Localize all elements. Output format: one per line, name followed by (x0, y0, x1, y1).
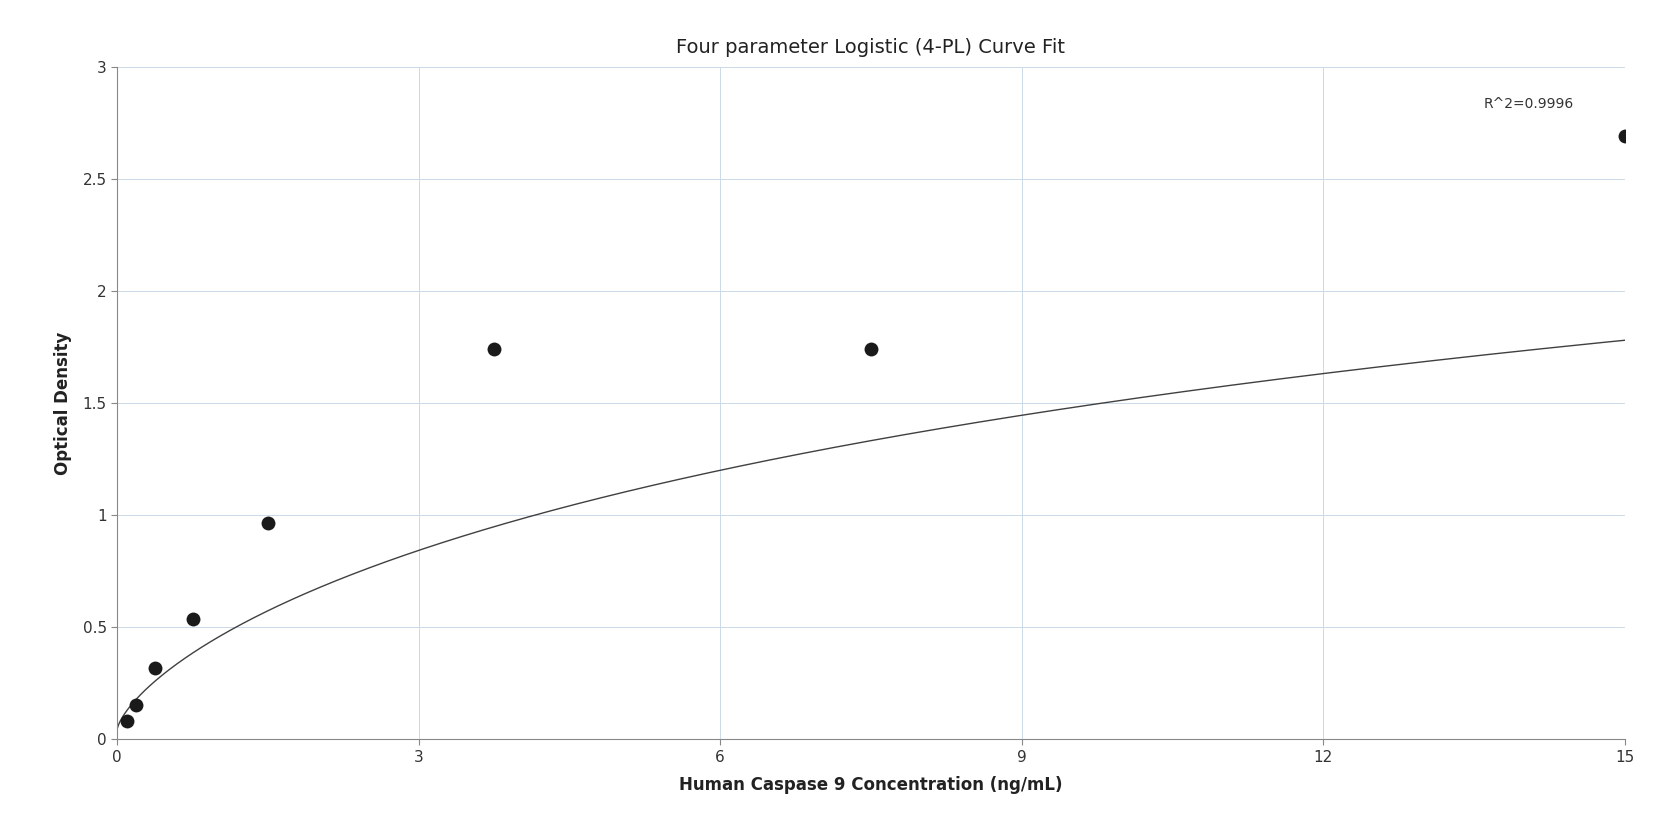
Point (141, 661, 168, 675)
Point (255, 517, 281, 530)
Point (858, 342, 884, 355)
Title: Four parameter Logistic (4-PL) Curve Fit: Four parameter Logistic (4-PL) Curve Fit (677, 39, 1065, 57)
Point (179, 612, 206, 626)
Point (481, 342, 508, 355)
Point (1611, 129, 1638, 143)
Point (122, 698, 149, 711)
Text: R^2=0.9996: R^2=0.9996 (1484, 97, 1574, 111)
Point (114, 714, 141, 727)
X-axis label: Human Caspase 9 Concentration (ng/mL): Human Caspase 9 Concentration (ng/mL) (680, 775, 1062, 794)
Y-axis label: Optical Density: Optical Density (54, 332, 72, 475)
